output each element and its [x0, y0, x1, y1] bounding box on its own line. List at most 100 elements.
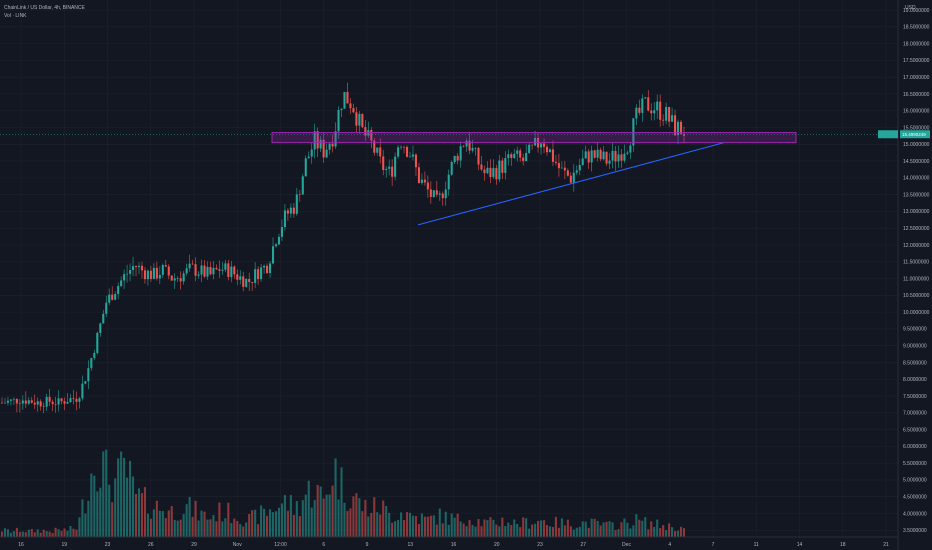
- candle-body: [233, 266, 236, 275]
- candle-body: [173, 278, 176, 281]
- volume-bar: [581, 521, 584, 537]
- candle-body: [81, 383, 84, 399]
- candle-body: [617, 154, 620, 162]
- volume-bar: [27, 529, 30, 537]
- volume-bar: [367, 516, 370, 537]
- price-tick-label: 14.5000000: [903, 159, 930, 165]
- price-tick-label: 18.0000000: [903, 41, 930, 47]
- volume-bar: [340, 467, 343, 537]
- volume-bar: [155, 500, 158, 537]
- volume-bar: [179, 519, 182, 537]
- time-axis[interactable]: 16 19 23 26 29 Nov 12:00 6 9 13 16 20 23 27 Dec 4 7 11 14 1…: [18, 542, 889, 548]
- candle-body: [373, 140, 376, 153]
- price-tick-label: 11.0000000: [903, 276, 929, 282]
- volume-bar: [411, 515, 415, 537]
- volume-bar: [325, 494, 328, 537]
- candle-body: [108, 294, 111, 303]
- candle-body: [15, 398, 18, 404]
- candle-body: [245, 278, 248, 287]
- candle-body: [105, 302, 108, 314]
- volume-bar: [194, 500, 197, 537]
- volume-bar: [343, 502, 346, 537]
- candle-body: [146, 270, 149, 280]
- price-tick-label: 8.5000000: [903, 360, 927, 366]
- volume-indicator-title[interactable]: Vol · LINK: [4, 13, 27, 19]
- volume-bar: [84, 513, 87, 537]
- volume-bar: [242, 526, 245, 537]
- candle-body: [57, 398, 60, 405]
- volume-bar: [501, 517, 504, 537]
- candle-body: [120, 280, 123, 287]
- candle-body: [117, 286, 120, 295]
- candle-body: [337, 109, 340, 132]
- candle-body: [319, 139, 322, 149]
- drawings[interactable]: [271, 132, 797, 226]
- candle-body: [429, 189, 432, 197]
- candle-body: [566, 170, 569, 176]
- candle-body: [102, 313, 105, 324]
- candle-body: [620, 154, 623, 161]
- candle-body: [405, 146, 409, 157]
- volume-bar: [87, 500, 90, 537]
- volume-bar: [292, 514, 295, 537]
- price-tick-label: 9.5000000: [903, 327, 927, 333]
- candle-body: [251, 281, 254, 283]
- volume-bar: [158, 510, 161, 537]
- volume-bar: [176, 520, 179, 537]
- volume-bar: [391, 522, 394, 537]
- volume-bar: [352, 496, 355, 537]
- candle-body: [236, 274, 239, 280]
- volume-bar: [349, 508, 352, 537]
- candle-body: [644, 97, 647, 99]
- candle-body: [349, 103, 352, 109]
- time-tick-label: 11: [754, 542, 759, 548]
- candle-body: [203, 265, 206, 277]
- candle-body: [39, 401, 42, 407]
- volume-bar: [346, 510, 349, 537]
- candle-body: [581, 158, 584, 165]
- candle-body: [33, 402, 36, 405]
- candle-body: [656, 101, 659, 111]
- volume-bar: [441, 523, 444, 537]
- candle-body: [465, 140, 468, 147]
- candle-body: [534, 137, 537, 146]
- price-tick-label: 12.0000000: [903, 243, 930, 249]
- volume-bar: [295, 501, 298, 537]
- candle-body: [27, 400, 30, 404]
- candle-body: [572, 172, 575, 183]
- candle-body: [96, 332, 99, 353]
- volume-bar: [60, 530, 63, 537]
- candle-body: [9, 399, 12, 401]
- candle-body: [227, 263, 230, 278]
- candle-body: [438, 193, 441, 195]
- candle-body: [677, 121, 680, 136]
- volume-bar: [537, 520, 540, 537]
- volume-bar: [629, 528, 632, 537]
- price-tick-label: 17.0000000: [903, 75, 930, 81]
- candle-body: [289, 207, 292, 214]
- volume-bar: [602, 522, 605, 537]
- candle-body: [551, 149, 555, 162]
- candle-body: [143, 270, 146, 280]
- volume-bar: [81, 499, 84, 537]
- volume-bar: [677, 530, 680, 537]
- volume-bar: [528, 528, 531, 537]
- volume-bar: [668, 523, 671, 537]
- volume-bar: [3, 528, 7, 537]
- volume-bar: [230, 523, 233, 537]
- candle-body: [307, 156, 310, 159]
- time-tick-label: 14: [797, 542, 803, 548]
- volume-bar: [635, 514, 638, 537]
- symbol-title[interactable]: ChainLink / US Dollar, 4h, BINANCE: [4, 5, 85, 11]
- candle-body: [542, 143, 546, 147]
- candle-body: [161, 265, 164, 275]
- volume-bar: [298, 516, 301, 537]
- candle-body: [602, 151, 605, 160]
- candle-body: [212, 267, 215, 275]
- price-axis[interactable]: 3.5000000 4.0000000 4.5000000 5.0000000 5.50…: [903, 5, 930, 534]
- volume-bar: [42, 529, 45, 537]
- volume-bar: [450, 513, 453, 537]
- volume-bar: [134, 494, 138, 537]
- time-tick-label: 18: [840, 542, 846, 548]
